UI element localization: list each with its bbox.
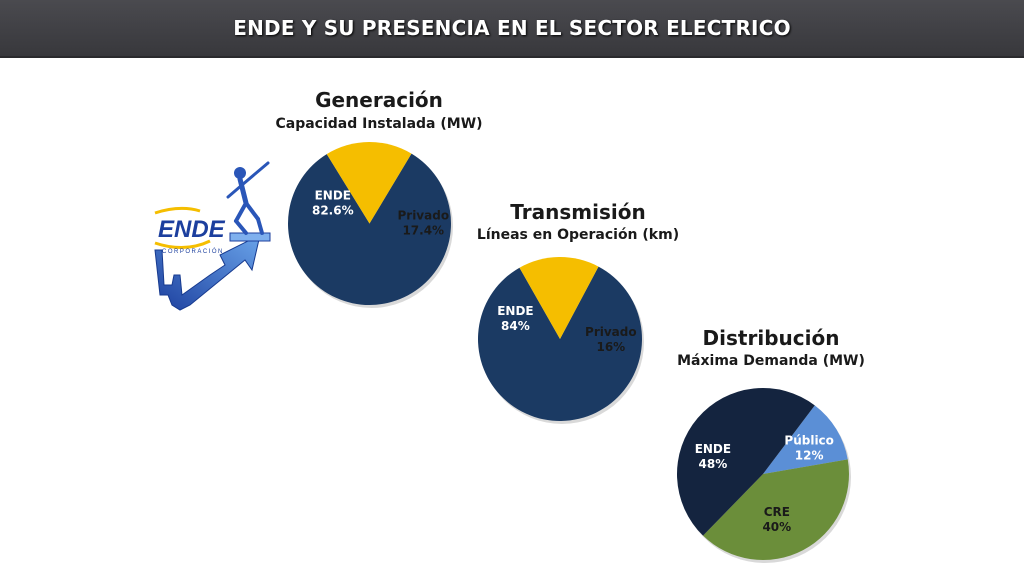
chart-title-transmision: Transmisión (510, 200, 646, 224)
chart-subtitle-distribucion: Máxima Demanda (MW) (677, 353, 865, 369)
slice-name-label: CRE (764, 505, 790, 519)
slice-value-label: 16% (596, 340, 625, 354)
pie-slice-ende (677, 387, 815, 536)
slice-value-label: 12% (795, 448, 824, 462)
ende-logo: ENDE CORPORACIÓN (150, 155, 280, 320)
title-bar: ENDE Y SU PRESENCIA EN EL SECTOR ELECTRI… (0, 0, 1024, 58)
slice-name-label: Privado (585, 325, 637, 339)
chart-subtitle-generacion: Capacidad Instalada (MW) (275, 116, 483, 132)
ende-logo-graphic: ENDE CORPORACIÓN (154, 161, 271, 311)
slice-name-label: ENDE (497, 304, 533, 318)
pie-slice-privado (326, 142, 412, 224)
slice-name-label: Privado (397, 209, 449, 223)
slice-value-label: 84% (501, 319, 530, 333)
chart-title-generacion: Generación (315, 88, 443, 112)
logo-tagline: CORPORACIÓN (162, 248, 224, 255)
slice-value-label: 48% (699, 457, 728, 471)
page-title: ENDE Y SU PRESENCIA EN EL SECTOR ELECTRI… (233, 16, 791, 40)
pie-slice-ende (478, 266, 642, 421)
slice-value-label: 82.6% (312, 203, 354, 217)
slice-name-label: ENDE (695, 442, 731, 456)
slice-name-label: ENDE (315, 188, 351, 202)
slice-value-label: 40% (762, 520, 791, 534)
logo-wordmark: ENDE (158, 216, 226, 243)
pie-slice-privado (519, 257, 599, 339)
chart-subtitle-transmision: Líneas en Operación (km) (476, 227, 680, 243)
chart-title-distribucion: Distribución (702, 326, 840, 350)
slice-value-label: 17.4% (402, 224, 444, 238)
pie-slice-pblico (763, 405, 848, 474)
pie-slice-ende (288, 153, 451, 305)
pie-slice-cre (703, 459, 849, 560)
slice-name-label: Público (784, 433, 834, 447)
